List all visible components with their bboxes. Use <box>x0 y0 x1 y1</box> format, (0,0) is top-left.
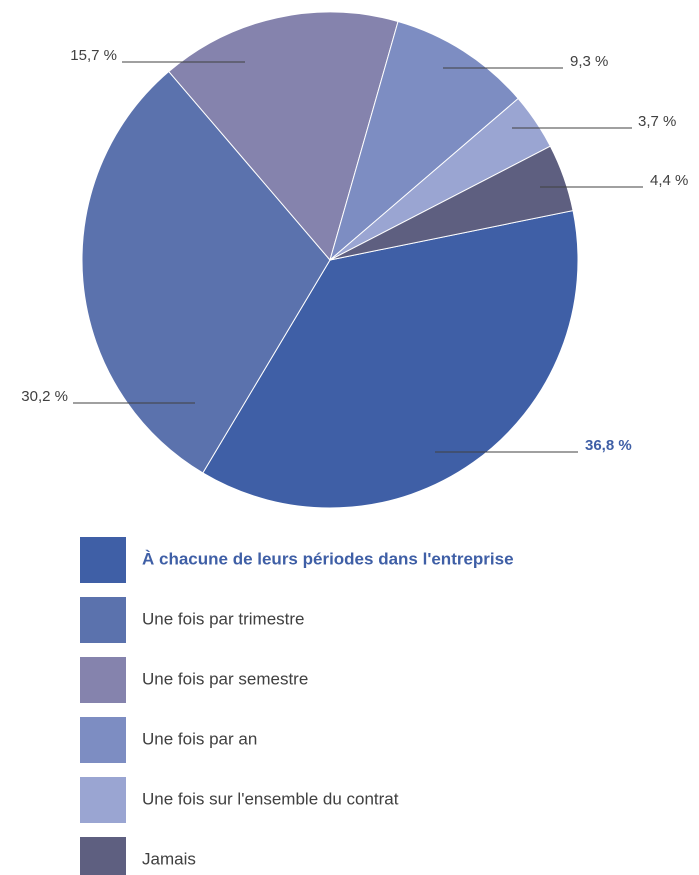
legend-swatch <box>80 777 126 823</box>
data-label: 9,3 % <box>570 53 608 70</box>
legend-label: Une fois sur l'ensemble du contrat <box>142 789 399 808</box>
legend-label: Une fois par trimestre <box>142 609 305 628</box>
data-label: 15,7 % <box>70 47 117 64</box>
data-label: 4,4 % <box>650 172 688 189</box>
pie-slice <box>329 20 519 262</box>
pie-slice <box>81 70 331 474</box>
legend-swatch <box>80 537 126 583</box>
legend-swatch <box>80 657 126 703</box>
legend-label: Une fois par semestre <box>142 669 308 688</box>
data-label: 30,2 % <box>21 388 68 405</box>
pie-slice <box>329 145 574 261</box>
legend-label: Une fois par an <box>142 729 257 748</box>
legend-label: Jamais <box>142 849 196 868</box>
legend-swatch <box>80 837 126 875</box>
pie-slice <box>168 11 399 262</box>
legend-swatch <box>80 717 126 763</box>
pie-slice <box>202 209 579 509</box>
legend-swatch <box>80 597 126 643</box>
data-label: 3,7 % <box>638 113 676 130</box>
legend-label: À chacune de leurs périodes dans l'entre… <box>142 549 514 568</box>
data-label: 36,8 % <box>585 437 632 454</box>
